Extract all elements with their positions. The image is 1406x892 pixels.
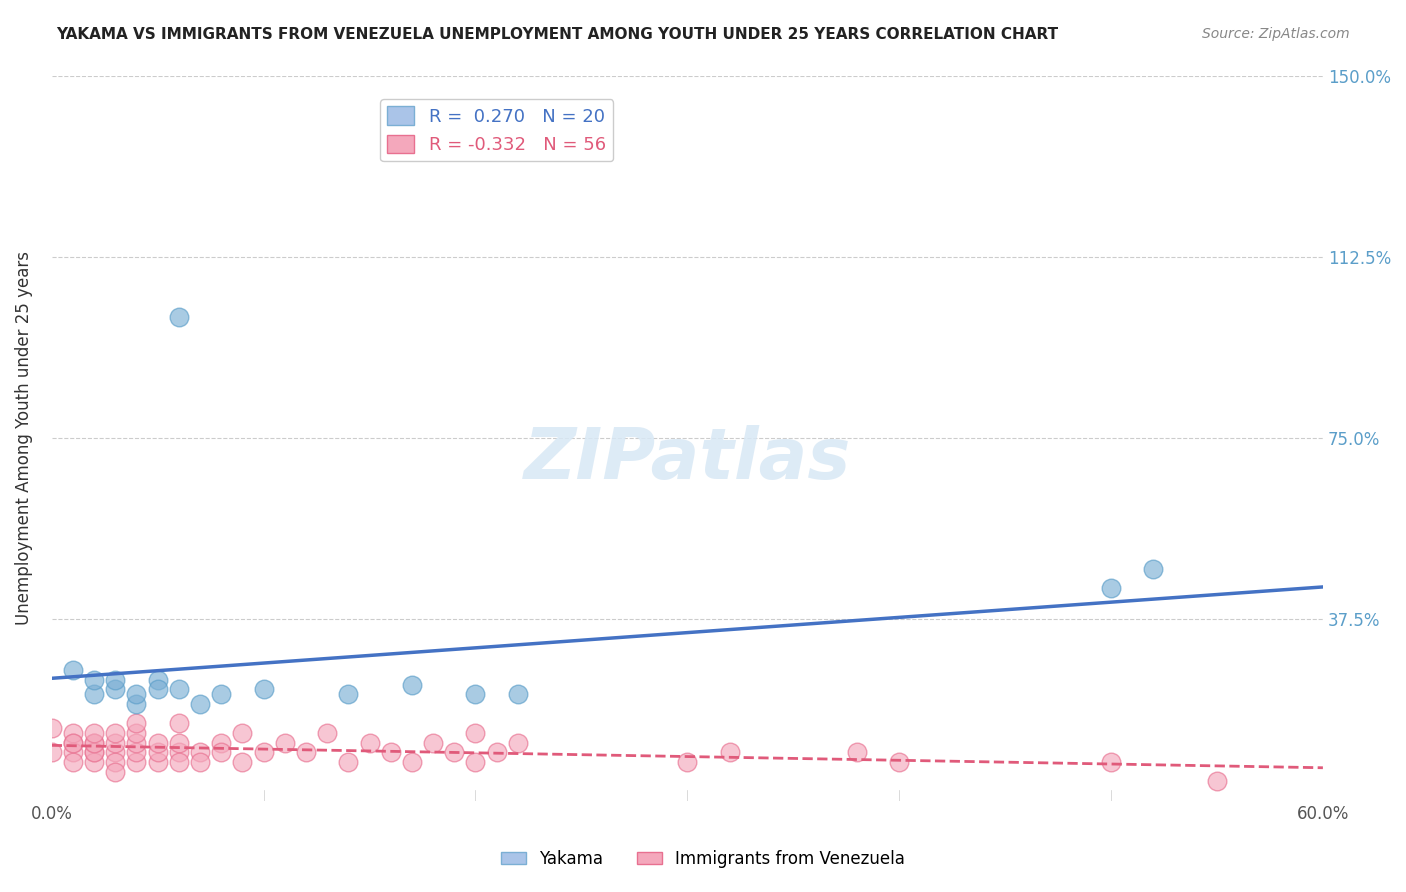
- Point: [167, 736, 190, 750]
- Point: [188, 755, 211, 769]
- Point: [252, 745, 274, 759]
- Point: [274, 736, 297, 750]
- Point: [209, 736, 232, 750]
- Point: [125, 697, 148, 711]
- Y-axis label: Unemployment Among Youth under 25 years: Unemployment Among Youth under 25 years: [15, 251, 32, 625]
- Point: [41, 745, 63, 759]
- Point: [401, 677, 423, 691]
- Point: [506, 687, 529, 701]
- Point: [41, 721, 63, 735]
- Point: [167, 745, 190, 759]
- Point: [1142, 561, 1164, 575]
- Point: [146, 745, 169, 759]
- Legend: R =  0.270   N = 20, R = -0.332   N = 56: R = 0.270 N = 20, R = -0.332 N = 56: [380, 99, 613, 161]
- Point: [188, 697, 211, 711]
- Point: [62, 736, 84, 750]
- Point: [401, 755, 423, 769]
- Point: [125, 755, 148, 769]
- Point: [62, 663, 84, 677]
- Point: [146, 736, 169, 750]
- Point: [231, 755, 253, 769]
- Point: [337, 755, 360, 769]
- Point: [718, 745, 741, 759]
- Point: [83, 736, 105, 750]
- Point: [125, 716, 148, 731]
- Point: [464, 726, 486, 740]
- Point: [125, 745, 148, 759]
- Point: [889, 755, 911, 769]
- Point: [676, 755, 699, 769]
- Point: [380, 745, 402, 759]
- Point: [464, 687, 486, 701]
- Point: [167, 755, 190, 769]
- Point: [316, 726, 339, 740]
- Point: [104, 755, 127, 769]
- Point: [62, 736, 84, 750]
- Text: YAKAMA VS IMMIGRANTS FROM VENEZUELA UNEMPLOYMENT AMONG YOUTH UNDER 25 YEARS CORR: YAKAMA VS IMMIGRANTS FROM VENEZUELA UNEM…: [56, 27, 1059, 42]
- Point: [464, 755, 486, 769]
- Point: [146, 673, 169, 687]
- Point: [231, 726, 253, 740]
- Point: [146, 682, 169, 697]
- Point: [104, 726, 127, 740]
- Point: [104, 673, 127, 687]
- Point: [104, 745, 127, 759]
- Point: [209, 687, 232, 701]
- Point: [485, 745, 508, 759]
- Point: [1099, 581, 1122, 595]
- Point: [359, 736, 381, 750]
- Point: [83, 736, 105, 750]
- Point: [83, 673, 105, 687]
- Point: [167, 682, 190, 697]
- Point: [62, 755, 84, 769]
- Point: [188, 745, 211, 759]
- Point: [83, 745, 105, 759]
- Point: [62, 745, 84, 759]
- Point: [104, 736, 127, 750]
- Point: [83, 745, 105, 759]
- Point: [167, 310, 190, 325]
- Point: [83, 687, 105, 701]
- Point: [146, 755, 169, 769]
- Point: [104, 764, 127, 779]
- Point: [506, 736, 529, 750]
- Point: [443, 745, 465, 759]
- Point: [167, 716, 190, 731]
- Point: [1099, 755, 1122, 769]
- Point: [83, 755, 105, 769]
- Point: [845, 745, 868, 759]
- Point: [252, 682, 274, 697]
- Point: [62, 726, 84, 740]
- Point: [125, 687, 148, 701]
- Text: Source: ZipAtlas.com: Source: ZipAtlas.com: [1202, 27, 1350, 41]
- Point: [125, 726, 148, 740]
- Point: [295, 745, 318, 759]
- Point: [422, 736, 444, 750]
- Point: [209, 745, 232, 759]
- Legend: Yakama, Immigrants from Venezuela: Yakama, Immigrants from Venezuela: [495, 844, 911, 875]
- Point: [83, 726, 105, 740]
- Point: [125, 736, 148, 750]
- Point: [1206, 774, 1229, 789]
- Point: [104, 682, 127, 697]
- Text: ZIPatlas: ZIPatlas: [523, 425, 851, 494]
- Point: [337, 687, 360, 701]
